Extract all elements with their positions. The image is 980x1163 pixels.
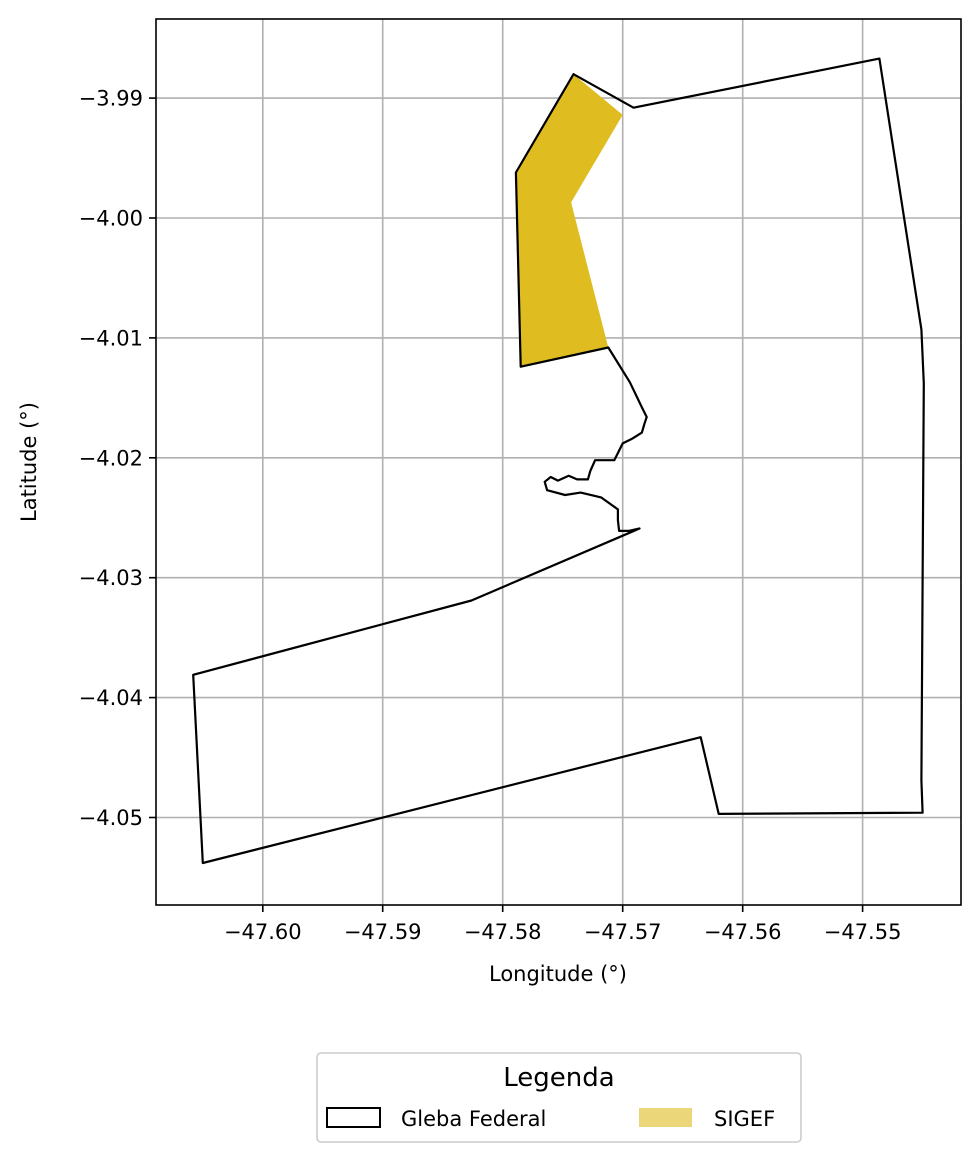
legend-swatch-gleba-federal	[326, 1107, 381, 1128]
x-tick-label: −47.56	[704, 920, 782, 944]
grid	[156, 19, 961, 905]
x-axis-label: Longitude (°)	[489, 962, 627, 986]
legend-title: Legenda	[503, 1063, 614, 1093]
x-tick-label: −47.60	[224, 920, 302, 944]
sigef-polygon	[515, 74, 623, 367]
x-tick-label: −47.59	[344, 920, 422, 944]
y-tick-label: −4.01	[79, 326, 143, 350]
x-tick-label: −47.55	[824, 920, 902, 944]
y-tick-label: −4.05	[79, 806, 143, 830]
y-tick-label: −4.00	[79, 207, 143, 231]
legend-swatch-sigef	[639, 1108, 692, 1127]
y-tick-label: −3.99	[79, 87, 143, 111]
y-tick-label: −4.03	[79, 566, 143, 590]
y-tick-label: −4.04	[79, 686, 143, 710]
y-tick-label: −4.02	[79, 446, 143, 470]
legend: Legenda Gleba Federal SIGEF	[316, 1052, 802, 1143]
x-tick-label: −47.57	[584, 920, 662, 944]
y-axis-label: Latitude (°)	[17, 402, 41, 522]
legend-label-gleba-federal: Gleba Federal	[401, 1107, 546, 1131]
axis-ticks: −47.60 −47.59 −47.58 −47.57 −47.56 −47.55 −3.9…	[79, 87, 902, 944]
gleba-federal-polygon	[192, 57, 925, 865]
plot-frame	[155, 18, 962, 906]
x-tick-label: −47.58	[464, 920, 542, 944]
legend-label-sigef: SIGEF	[714, 1107, 775, 1131]
map-layers	[192, 57, 925, 865]
